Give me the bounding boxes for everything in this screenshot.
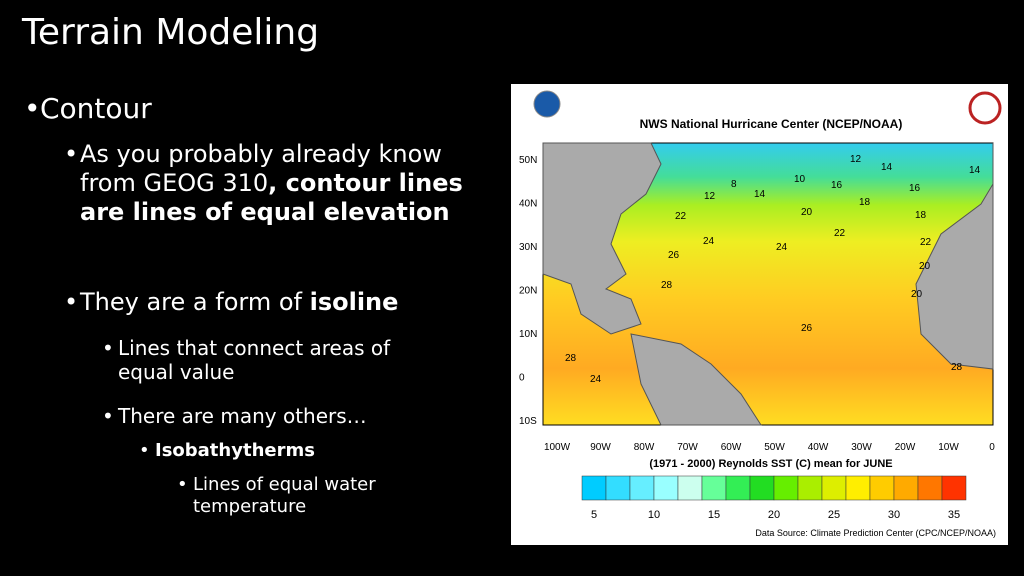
lon-label: 40W [808, 442, 829, 453]
contour-label: 8 [731, 179, 737, 190]
land-south-america [630, 333, 762, 426]
contour-label: 16 [831, 180, 843, 191]
contour-label: 12 [850, 154, 862, 165]
bullet: There are many others… [102, 404, 438, 428]
lat-label: 10S [519, 416, 537, 427]
colorbar-swatch [797, 475, 823, 501]
colorbar-swatch [653, 475, 679, 501]
lat-label: 30N [519, 242, 537, 253]
colorbar-swatch [725, 475, 751, 501]
lon-label: 30W [851, 442, 872, 453]
slide-title: Terrain Modeling [22, 12, 320, 53]
lon-label: 100W [544, 442, 571, 453]
contour-label: 20 [801, 207, 813, 218]
bullet: Isobathytherms [139, 440, 455, 462]
lon-label: 80W [634, 442, 655, 453]
contour-label: 22 [834, 228, 846, 239]
colorbar-label: 30 [888, 509, 900, 521]
colorbar-label: 15 [708, 509, 720, 521]
contour-label: 18 [859, 197, 871, 208]
bullet-text: Lines that connect areas of equal value [118, 336, 391, 384]
bullet: Lines of equal water temperature [177, 474, 453, 517]
lat-labels: 50N 40N 30N 20N 10N 0 10S [519, 155, 537, 427]
colorbar-swatch [749, 475, 775, 501]
contour-label: 22 [920, 237, 932, 248]
lon-label: 50W [764, 442, 785, 453]
bullet-text: They are a form of [80, 288, 310, 316]
bullet-text: Lines of equal water temperature [193, 474, 376, 517]
bullet-text: Isobathytherms [155, 440, 315, 461]
contour-label: 20 [911, 289, 923, 300]
bullet-text: isoline [309, 288, 399, 316]
bullet: As you probably already know from GEOG 3… [64, 140, 500, 226]
bullet-text: Contour [40, 92, 152, 125]
noaa-logo [533, 90, 561, 118]
colorbar-swatch [701, 475, 727, 501]
colorbar-swatch [677, 475, 703, 501]
bullet-text: As you probably already know from GEOG 3… [80, 140, 442, 197]
colorbar-swatch [869, 475, 895, 501]
lon-label: 20W [895, 442, 916, 453]
colorbar-label: 35 [948, 509, 960, 521]
land-africa-europe [915, 143, 994, 370]
contour-label: 24 [776, 242, 788, 253]
colorbar-swatch [917, 475, 943, 501]
contour-labels: 12 14 14 8 10 12 14 16 16 22 20 18 18 22 24 24 22 20 26 28 2… [565, 154, 981, 385]
colorbar-swatch [821, 475, 847, 501]
lon-label: 60W [721, 442, 742, 453]
contour-label: 26 [801, 323, 813, 334]
lon-label: 70W [677, 442, 698, 453]
colorbar-swatch [941, 475, 967, 501]
contour-label: 14 [881, 162, 893, 173]
land-americas [542, 142, 662, 335]
colorbar-label: 10 [648, 509, 660, 521]
colorbar-label: 5 [591, 509, 597, 521]
figure-source: Data Source: Climate Prediction Center (… [755, 528, 996, 538]
lat-label: 0 [519, 373, 525, 384]
colorbar: 5 10 15 20 25 30 35 [581, 475, 967, 521]
lon-label: 90W [590, 442, 611, 453]
figure-caption: (1971 - 2000) Reynolds SST (C) mean for … [649, 458, 892, 470]
lat-label: 50N [519, 155, 537, 166]
colorbar-label: 25 [828, 509, 840, 521]
nws-logo [968, 91, 1002, 125]
contour-label: 18 [915, 210, 927, 221]
colorbar-swatch [893, 475, 919, 501]
contour-label: 24 [590, 374, 602, 385]
lat-label: 20N [519, 286, 537, 297]
colorbar-swatch [581, 475, 607, 501]
figure: 50N 40N 30N 20N 10N 0 10S 100W 90W 80W 70W 60W 50W 4… [511, 84, 1008, 545]
colorbar-swatch [605, 475, 631, 501]
lon-label: 10W [938, 442, 959, 453]
bullet: They are a form of isoline [64, 288, 500, 317]
colorbar-swatch [773, 475, 799, 501]
contour-label: 28 [565, 353, 577, 364]
lat-label: 10N [519, 329, 537, 340]
contour-label: 28 [951, 362, 963, 373]
contour-label: 12 [704, 191, 716, 202]
colorbar-label: 20 [768, 509, 780, 521]
contour-label: 22 [675, 211, 687, 222]
contour-label: 16 [909, 183, 921, 194]
contour-label: 28 [661, 280, 673, 291]
contour-label: 10 [794, 174, 806, 185]
lon-labels: 100W 90W 80W 70W 60W 50W 40W 30W 20W 10W 0 [544, 442, 995, 453]
bullet: Contour [24, 92, 460, 126]
colorbar-swatch [845, 475, 871, 501]
bullet: Lines that connect areas of equal value [102, 336, 438, 384]
colorbar-swatch [629, 475, 655, 501]
lat-label: 40N [519, 199, 537, 210]
figure-header: NWS National Hurricane Center (NCEP/NOAA… [640, 117, 903, 131]
bullet-text: There are many others… [118, 404, 367, 428]
contour-label: 24 [703, 236, 715, 247]
contour-label: 26 [668, 250, 680, 261]
contour-label: 14 [969, 165, 981, 176]
bullet-text: , contour lines are lines of equal eleva… [80, 168, 463, 226]
contour-label: 14 [754, 189, 766, 200]
lon-label: 0 [989, 442, 995, 453]
contour-label: 20 [919, 261, 931, 272]
